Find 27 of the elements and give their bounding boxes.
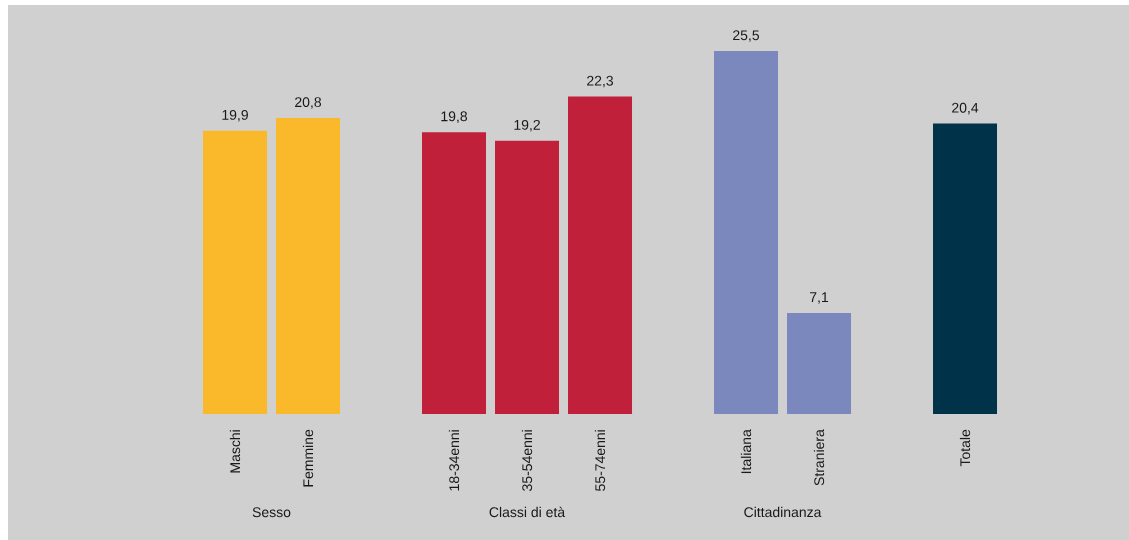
- bar: [276, 117, 340, 414]
- data-label: 20,8: [295, 97, 322, 109]
- x-tick-label: Straniera: [813, 429, 825, 486]
- bar: [422, 132, 487, 414]
- x-tick-label: Italiana: [740, 429, 752, 474]
- text: Classi di età: [489, 506, 566, 518]
- bar: [933, 123, 998, 414]
- x-tick-label: 55-74enni: [594, 430, 606, 491]
- data-label: 25,5: [733, 30, 760, 42]
- x-tick-label: Maschi: [229, 430, 241, 473]
- data-label: 19,2: [514, 119, 540, 132]
- text: Cittadinanza: [744, 506, 822, 518]
- data-label: 19,9: [222, 109, 248, 122]
- bar: [568, 96, 633, 414]
- text: Sesso: [252, 507, 291, 518]
- bar: [495, 140, 560, 414]
- data-label: 7,1: [810, 292, 829, 304]
- data-label: 19,8: [441, 111, 468, 123]
- x-tick-label: Totale: [959, 429, 971, 467]
- data-label: 22,3: [587, 75, 614, 88]
- bar: [787, 312, 852, 414]
- bar: [203, 130, 267, 414]
- x-tick-label: Femmine: [302, 429, 314, 487]
- x-tick-label: 18-34enni: [448, 430, 460, 491]
- bar: [714, 51, 779, 414]
- data-label: 20,4: [952, 102, 979, 115]
- x-tick-label: 35-54enni: [521, 430, 533, 491]
